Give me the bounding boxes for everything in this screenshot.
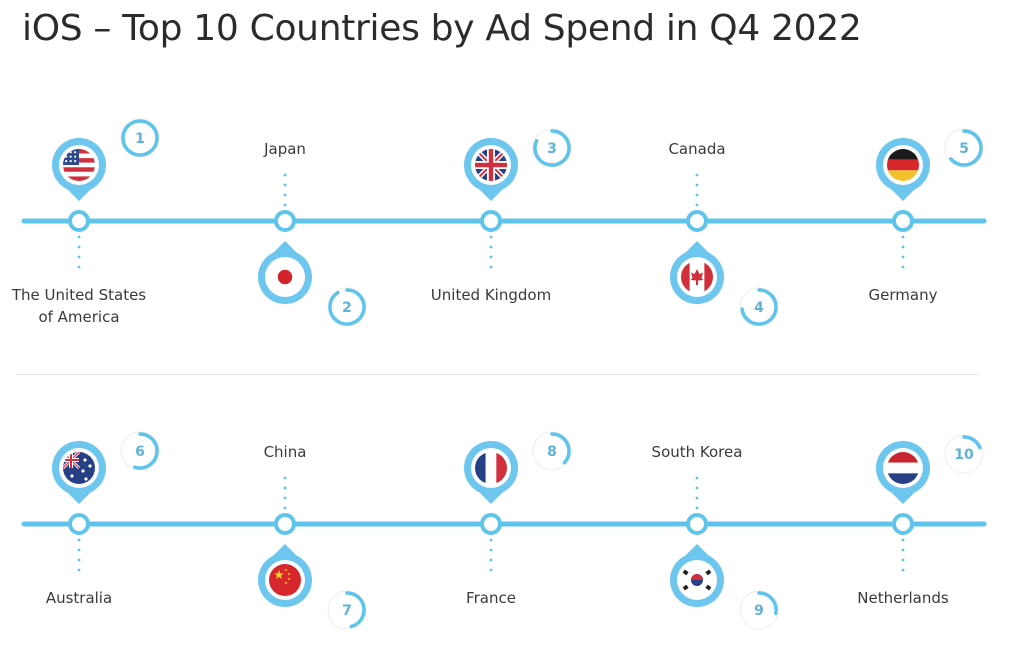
country-name: The United States (11, 286, 146, 304)
flag-uk-icon (475, 149, 507, 181)
country-name: Netherlands (857, 589, 949, 607)
rank-number: 5 (959, 141, 969, 157)
dotted-connector (77, 235, 81, 269)
rank-number: 9 (754, 603, 764, 619)
rank-number: 3 (547, 141, 557, 157)
dotted-connector (901, 538, 905, 572)
dotted-connector (489, 235, 493, 269)
rank-badge: 4 (739, 287, 779, 327)
rank-badge: 3 (532, 128, 572, 168)
country-name: South Korea (652, 443, 743, 461)
rank-badge: 6 (120, 431, 160, 471)
timeline-node (274, 513, 296, 535)
rank-badge: 5 (944, 128, 984, 168)
location-pin (876, 441, 930, 504)
section-divider (16, 374, 978, 375)
flag-australia-icon (63, 452, 95, 484)
country-name: France (466, 589, 516, 607)
timeline-node (68, 513, 90, 535)
location-pin (670, 544, 724, 607)
timeline-node (480, 513, 502, 535)
flag-germany-icon (887, 149, 919, 181)
flag-china-icon (269, 564, 301, 596)
location-pin (670, 241, 724, 304)
country-name: Australia (46, 589, 112, 607)
timeline-node (274, 210, 296, 232)
location-pin (52, 138, 106, 201)
location-pin (876, 138, 930, 201)
country-name: Japan (263, 140, 306, 158)
location-pin (464, 138, 518, 201)
rank-number: 7 (342, 603, 352, 619)
timeline-node (68, 210, 90, 232)
rank-number: 8 (547, 444, 557, 460)
flag-netherlands-icon (887, 452, 919, 484)
timeline-node (892, 513, 914, 535)
rank-number: 4 (754, 300, 764, 316)
timeline-node (686, 210, 708, 232)
flag-japan-icon (269, 261, 301, 293)
location-pin (258, 241, 312, 304)
country-name: Canada (668, 140, 725, 158)
flag-france-icon (475, 452, 507, 484)
timeline-node (892, 210, 914, 232)
rank-badge: 9 (739, 590, 779, 630)
timeline-node (686, 513, 708, 535)
location-pin (258, 544, 312, 607)
rank-badge: 8 (532, 431, 572, 471)
timeline-node (480, 210, 502, 232)
country-name: United Kingdom (431, 286, 551, 304)
rank-number: 2 (342, 300, 352, 316)
flag-south-korea-icon (681, 564, 713, 596)
dotted-connector (77, 538, 81, 572)
rank-number: 6 (135, 444, 145, 460)
dotted-connector (901, 235, 905, 269)
country-name: China (264, 443, 307, 461)
rank-badge: 10 (944, 434, 984, 474)
dotted-connector (695, 476, 699, 510)
dotted-connector (283, 173, 287, 207)
page-title: iOS – Top 10 Countries by Ad Spend in Q4… (22, 8, 862, 49)
rank-number: 1 (135, 131, 145, 147)
dotted-connector (695, 173, 699, 207)
country-name: of America (38, 308, 119, 326)
rank-number: 10 (954, 447, 974, 463)
rank-badge: 1 (120, 118, 160, 158)
location-pin (52, 441, 106, 504)
flag-canada-icon (681, 261, 713, 293)
country-name: Germany (869, 286, 938, 304)
rank-badge: 2 (327, 287, 367, 327)
rank-badge: 7 (327, 590, 367, 630)
flag-usa-icon (63, 149, 95, 181)
location-pin (464, 441, 518, 504)
dotted-connector (489, 538, 493, 572)
dotted-connector (283, 476, 287, 510)
